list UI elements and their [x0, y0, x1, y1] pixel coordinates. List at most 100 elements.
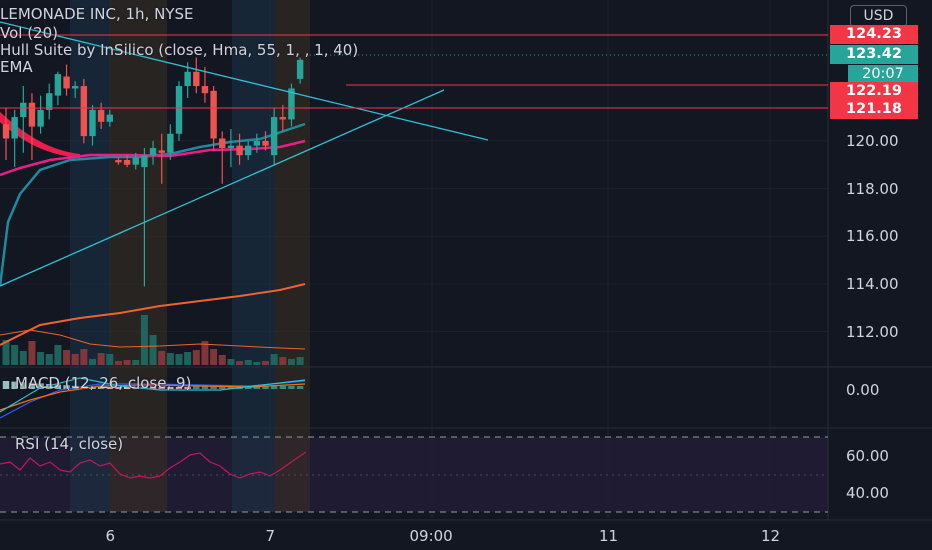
- volume-bar: [28, 341, 36, 365]
- price-tick-label: 120.00: [846, 131, 899, 150]
- candle-body: [193, 71, 200, 87]
- candle-body: [28, 102, 36, 127]
- candle-body: [288, 88, 295, 120]
- rsi-tick-label: 60.00: [846, 447, 889, 465]
- candle-body: [37, 109, 44, 127]
- volume-bar: [63, 350, 71, 365]
- volume-bar: [89, 359, 96, 365]
- volume-bar: [158, 351, 166, 365]
- volume-bar: [149, 335, 157, 365]
- volume-ma-thin: [0, 329, 306, 350]
- volume-bar: [2, 340, 10, 365]
- candle-body: [262, 140, 269, 146]
- candle-body: [296, 59, 304, 79]
- ema-fast-line: [0, 122, 306, 287]
- macd-histogram-bar: [2, 381, 10, 389]
- macd-histogram-bar: [210, 386, 217, 389]
- volume-legend[interactable]: Vol (20): [0, 24, 59, 42]
- volume-bar: [184, 352, 192, 365]
- macd-histogram-bar: [270, 386, 278, 389]
- macd-histogram-bar: [175, 387, 183, 389]
- session-band: [70, 0, 110, 512]
- volume-bar: [227, 359, 235, 365]
- macd-histogram-bar: [97, 387, 105, 389]
- tag-countdown: 20:07: [848, 65, 918, 84]
- macd-histogram-bar: [20, 382, 27, 389]
- macd-histogram-bar: [253, 386, 261, 389]
- rsi-line: [0, 451, 307, 479]
- candle-body: [253, 140, 261, 146]
- candle-body: [54, 74, 62, 96]
- candle-body: [72, 86, 79, 89]
- macd-tick-label: 0.00: [846, 381, 880, 399]
- volume-bars: [2, 315, 304, 365]
- session-band: [232, 0, 275, 512]
- macd-histogram-bar: [296, 386, 304, 389]
- candle-body: [158, 150, 165, 153]
- tag-121-18: 121.18: [830, 100, 918, 119]
- macd-line: [0, 380, 306, 419]
- ema-legend[interactable]: EMA: [0, 58, 33, 76]
- trendline-lower: [0, 89, 445, 287]
- macd-histogram-bar: [115, 387, 122, 389]
- currency-button[interactable]: USD: [850, 5, 907, 27]
- macd-histogram-bar: [37, 383, 44, 389]
- price-tick-label: 118.00: [846, 179, 899, 198]
- macd-histogram-bar: [193, 386, 200, 389]
- volume-bar: [106, 354, 114, 365]
- hull-legend[interactable]: Hull Suite by InSilico (close, Hma, 55, …: [0, 41, 359, 59]
- candle-body: [97, 109, 105, 122]
- candles: [2, 57, 304, 287]
- volume-bar: [45, 354, 53, 365]
- macd-histogram-bar: [106, 387, 113, 389]
- volume-bar: [175, 354, 183, 365]
- volume-bar: [71, 354, 79, 365]
- volume-bar: [244, 360, 252, 365]
- price-tick-label: 112.00: [846, 322, 899, 341]
- price-tick-label: 114.00: [846, 274, 899, 293]
- candle-body: [141, 155, 148, 168]
- macd-histogram-bar: [184, 387, 191, 389]
- volume-bar: [201, 341, 209, 365]
- candle-body: [132, 157, 139, 165]
- hull-band: [0, 112, 80, 158]
- macd-histogram-bar: [11, 381, 18, 389]
- drawings: [0, 21, 828, 287]
- candle-body: [227, 145, 235, 149]
- volume-bar: [80, 349, 88, 365]
- macd-histogram-bar: [262, 386, 269, 389]
- volume-bar: [296, 357, 304, 365]
- candle-body: [175, 86, 183, 134]
- candle-body: [279, 117, 286, 120]
- time-tick-label: 12: [761, 527, 781, 545]
- time-tick-label: 11: [599, 527, 619, 545]
- candle-body: [89, 109, 96, 137]
- signal-line: [0, 383, 306, 411]
- macd-pane: [0, 377, 306, 419]
- macd-histogram-bar: [149, 387, 157, 389]
- candle-body: [11, 117, 18, 139]
- macd-histogram-bar: [80, 386, 88, 389]
- volume-bar: [192, 350, 200, 365]
- volume-bar: [218, 355, 226, 365]
- candle-body: [115, 159, 122, 163]
- macd-histogram-bar: [219, 386, 226, 389]
- volume-bar: [114, 361, 122, 365]
- session-band: [275, 0, 310, 512]
- rsi-tick-label: 40.00: [846, 484, 889, 502]
- volume-bar: [166, 353, 174, 365]
- candle-body: [236, 145, 243, 156]
- volume-bar: [236, 361, 244, 365]
- macd-histogram-bar: [89, 387, 96, 389]
- macd-histogram-bar: [288, 386, 295, 389]
- candle-body: [270, 117, 278, 156]
- time-tick-label: 7: [265, 527, 276, 545]
- symbol-legend[interactable]: LEMONADE INC, 1h, NYSE: [0, 5, 194, 23]
- volume-bar: [262, 361, 269, 365]
- candle-body: [63, 76, 70, 89]
- trendline-upper: [0, 21, 489, 141]
- macd-legend[interactable]: MACD (12, 26, close, 9): [15, 374, 192, 392]
- rsi-legend[interactable]: RSI (14, close): [15, 435, 124, 453]
- macd-histogram-bar: [227, 386, 235, 389]
